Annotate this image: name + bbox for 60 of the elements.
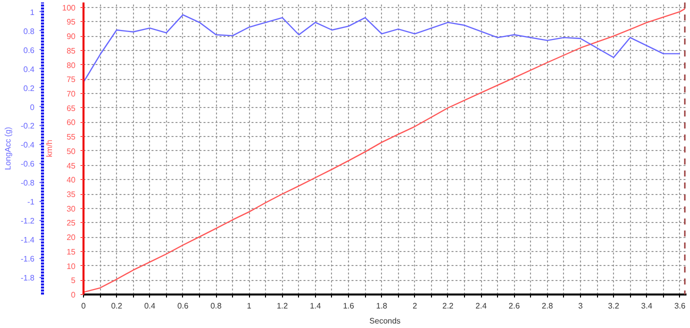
y2-tick-label: -1.8 xyxy=(20,273,36,282)
x-tick-label: 1.2 xyxy=(276,302,288,310)
x-tick-label: 3.6 xyxy=(674,302,686,310)
y-tick-label: 80 xyxy=(66,60,76,70)
x-tick-label: 2.8 xyxy=(542,302,554,310)
y2-tick-label: 0.6 xyxy=(23,46,36,55)
x-tick-label: 1 xyxy=(246,302,252,310)
y-tick-label: 60 xyxy=(66,118,76,128)
y2-tick-label: -1.6 xyxy=(20,254,36,264)
line-series xyxy=(84,14,680,83)
x-tick-label: 3.4 xyxy=(641,302,653,310)
y-tick-label: 0 xyxy=(71,290,76,300)
y-tick-label: 5 xyxy=(71,276,76,286)
y-tick-label: 50 xyxy=(66,146,76,156)
y-tick-label: 70 xyxy=(66,90,76,99)
y-tick-label: 10 xyxy=(66,262,76,271)
y-tick-label: 100 xyxy=(62,3,76,12)
x-tick-label: 1.8 xyxy=(376,302,388,310)
y2-tick-label: -0.8 xyxy=(20,178,36,188)
y-tick-label: 15 xyxy=(66,247,76,256)
y2-tick-label: -0.4 xyxy=(20,140,36,150)
x-tick-label: 2 xyxy=(412,302,418,310)
x-tick-label: 0.4 xyxy=(144,302,156,310)
x-tick-label: 2.4 xyxy=(476,302,488,310)
x-tick-label: 2.6 xyxy=(508,302,520,310)
y2-tick-label: -0.2 xyxy=(20,122,36,131)
x-tick-label: 0.6 xyxy=(177,302,190,310)
y-tick-label: 20 xyxy=(66,233,76,242)
x-tick-label: 0 xyxy=(81,302,86,310)
y-tick-label: 95 xyxy=(66,18,76,27)
y-tick-label: 30 xyxy=(66,204,76,214)
y-tick-label: 75 xyxy=(66,75,76,84)
y2-tick-label: -0.6 xyxy=(20,160,36,169)
y-tick-label: 45 xyxy=(66,161,76,170)
line-series xyxy=(84,8,686,293)
y-tick-label: 85 xyxy=(66,46,76,56)
y2-tick-label: 0 xyxy=(30,102,36,112)
x-tick-label: 0.2 xyxy=(111,302,123,310)
y2-tick-label: 0.8 xyxy=(23,26,36,36)
x-tick-label: 1.6 xyxy=(342,302,355,310)
x-axis-title: Seconds xyxy=(369,316,401,326)
x-tick-label: 3 xyxy=(578,302,584,310)
y-tick-label: 40 xyxy=(66,176,76,185)
x-tick-label: 0.8 xyxy=(210,302,222,310)
y2-tick-label: -1.4 xyxy=(20,236,36,245)
y-tick-label: 55 xyxy=(66,132,76,142)
y2-axis-title: LongAcc (g) xyxy=(4,126,13,170)
y2-tick-label: 0.4 xyxy=(23,64,36,74)
y-tick-label: 35 xyxy=(66,190,76,200)
x-tick-label: 1.4 xyxy=(310,302,322,310)
y2-tick-label: 1 xyxy=(30,8,36,17)
x-tick-label: 3.2 xyxy=(608,302,620,310)
y-tick-label: 90 xyxy=(66,32,76,42)
y-tick-label: 25 xyxy=(66,218,76,228)
y-tick-label: 65 xyxy=(66,104,76,113)
y2-tick-label: -1 xyxy=(27,198,36,207)
y2-tick-label: -1.2 xyxy=(20,216,36,226)
y2-tick-label: 0.2 xyxy=(23,84,36,93)
x-tick-label: 2.2 xyxy=(442,302,454,310)
y-axis-title: km/h xyxy=(45,140,54,158)
